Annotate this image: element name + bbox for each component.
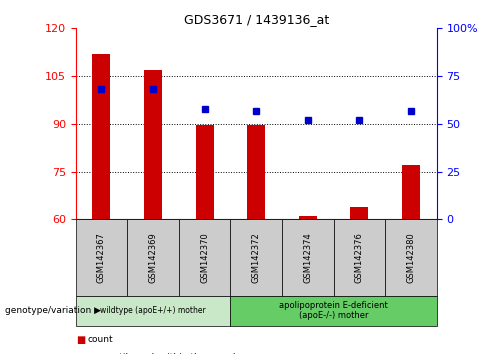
Bar (144, 70, 162, 219)
Text: apolipoprotein E-deficient
(apoE-/-) mother: apolipoprotein E-deficient (apoE-/-) mot… (279, 301, 388, 320)
Bar (299, 216, 317, 219)
Text: wildtype (apoE+/+) mother: wildtype (apoE+/+) mother (100, 306, 206, 315)
Text: percentile rank within the sample: percentile rank within the sample (88, 353, 241, 354)
Text: genotype/variation ▶: genotype/variation ▶ (5, 306, 101, 315)
FancyBboxPatch shape (282, 219, 334, 296)
Text: GSM142374: GSM142374 (303, 232, 312, 283)
Bar (196, 126, 214, 219)
FancyBboxPatch shape (127, 219, 179, 296)
Text: GSM142380: GSM142380 (407, 232, 415, 283)
Bar (247, 126, 265, 219)
FancyBboxPatch shape (385, 219, 437, 296)
Text: count: count (88, 335, 114, 344)
Text: GSM142372: GSM142372 (252, 232, 261, 283)
Text: GSM142370: GSM142370 (200, 232, 209, 283)
FancyBboxPatch shape (179, 219, 230, 296)
Title: GDS3671 / 1439136_at: GDS3671 / 1439136_at (183, 13, 329, 26)
FancyBboxPatch shape (230, 219, 282, 296)
FancyBboxPatch shape (230, 296, 437, 326)
Text: ■: ■ (76, 353, 85, 354)
FancyBboxPatch shape (334, 219, 385, 296)
Text: GSM142376: GSM142376 (355, 232, 364, 283)
FancyBboxPatch shape (76, 296, 230, 326)
Text: GSM142367: GSM142367 (97, 232, 106, 283)
FancyBboxPatch shape (76, 219, 127, 296)
Text: GSM142369: GSM142369 (148, 232, 158, 283)
Bar (92, 54, 110, 219)
Text: ■: ■ (76, 335, 85, 345)
Bar (402, 165, 420, 219)
Bar (350, 207, 368, 219)
